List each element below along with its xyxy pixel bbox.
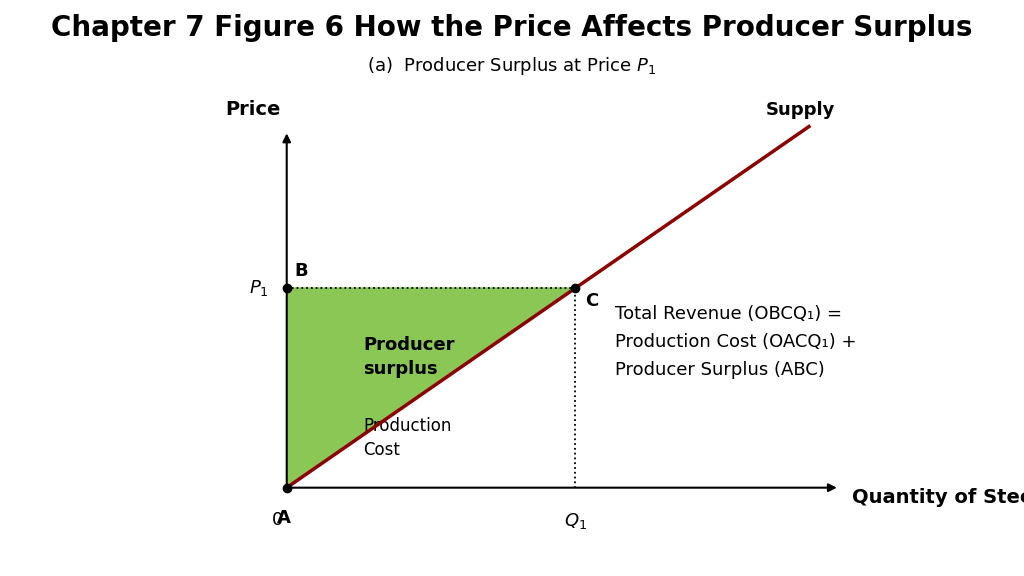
Text: (a)  Producer Surplus at Price $\mathit{P}_1$: (a) Producer Surplus at Price $\mathit{P… (368, 55, 656, 77)
Text: Price: Price (225, 100, 281, 119)
Text: Quantity of Steel: Quantity of Steel (852, 488, 1024, 507)
Text: C: C (585, 292, 598, 310)
Text: Supply: Supply (766, 101, 836, 119)
Text: Total Revenue (OBCQ₁) =
Production Cost (OACQ₁) +
Producer Surplus (ABC): Total Revenue (OBCQ₁) = Production Cost … (615, 305, 857, 378)
Text: Producer
surplus: Producer surplus (364, 336, 455, 378)
Text: $P_1$: $P_1$ (249, 278, 268, 298)
Text: $Q_1$: $Q_1$ (564, 511, 587, 530)
Text: 0: 0 (272, 511, 283, 529)
Text: B: B (294, 262, 308, 281)
Text: Chapter 7 Figure 6 How the Price Affects Producer Surplus: Chapter 7 Figure 6 How the Price Affects… (51, 14, 973, 43)
Text: Production
Cost: Production Cost (364, 417, 452, 458)
Polygon shape (287, 288, 575, 488)
Text: A: A (276, 509, 291, 527)
